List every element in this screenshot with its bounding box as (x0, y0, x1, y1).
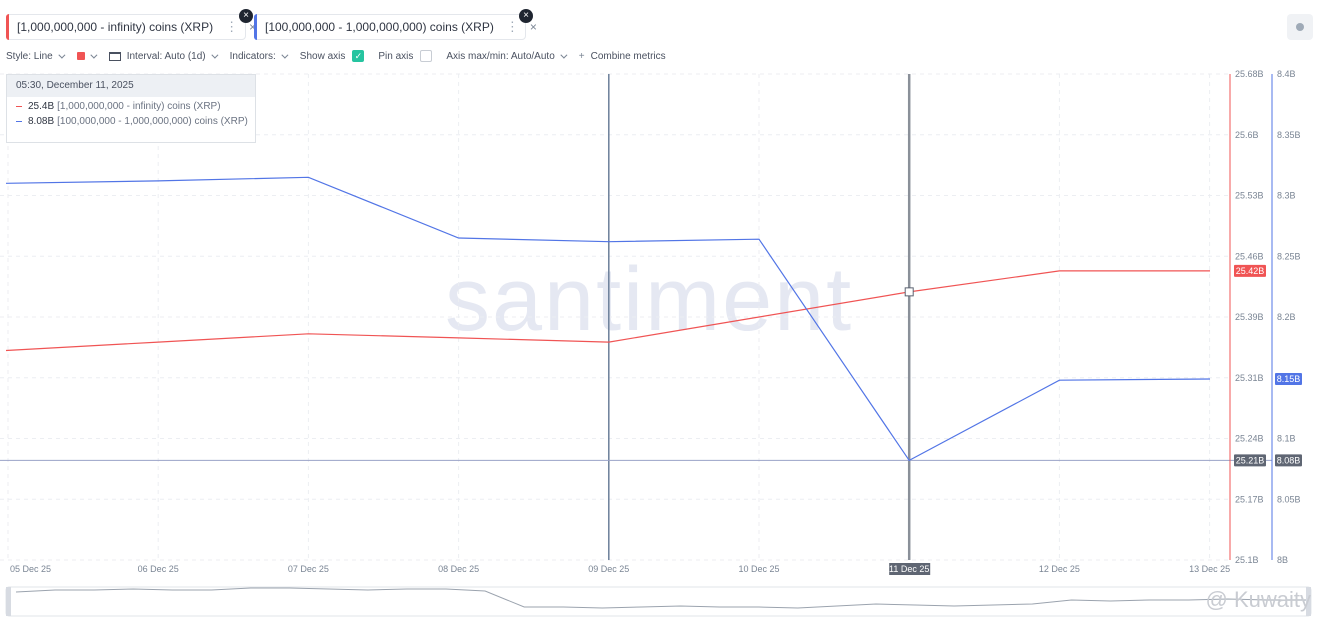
metric-label: [100,000,000 - 1,000,000,000) coins (XRP… (265, 20, 494, 34)
chart-cursors (0, 74, 1272, 560)
x-tick-label: 06 Dec 25 (138, 564, 179, 574)
x-tick-label: 11 Dec 25 (889, 564, 929, 574)
chart-toolbar: Style: Line Interval: Auto (1d) Indicato… (6, 48, 680, 64)
combine-metrics-button[interactable]: + Combine metrics (579, 51, 666, 62)
footer-watermark: @ Kuwaity (1205, 587, 1311, 612)
checkbox-unchecked-icon[interactable] (420, 50, 433, 62)
tooltip-row: 8.08B [100,000,000 - 1,000,000,000) coin… (7, 116, 255, 127)
series-color-dash (16, 106, 22, 107)
x-tick-label: 08 Dec 25 (438, 564, 479, 574)
tooltip-value: 8.08B (28, 116, 55, 127)
series-color-dash (16, 121, 22, 122)
metric-chip-large-holders[interactable]: [1,000,000,000 - infinity) coins (XRP) ⋮… (6, 14, 256, 40)
navigator-line (15, 587, 1306, 609)
x-tick-label: 13 Dec 25 (1189, 564, 1230, 574)
color-picker[interactable] (76, 51, 98, 60)
more-vertical-icon[interactable]: ⋮ (505, 19, 519, 34)
right-axis-badge-last-bg (1275, 372, 1302, 385)
color-swatch (76, 52, 85, 60)
style-label: Style: Line (6, 50, 53, 62)
right-axis-tick-label: 8.25B (1277, 251, 1301, 261)
metric-color-bar (254, 14, 257, 40)
combine-metrics-label: Combine metrics (590, 50, 666, 62)
tooltip-date: 05:30, December 11, 2025 (7, 75, 255, 97)
right-axis-tick-label: 8.2B (1277, 312, 1296, 322)
chart-series (5, 176, 1211, 462)
hover-marker (904, 287, 914, 297)
metric-label: [1,000,000,000 - infinity) coins (XRP) (17, 20, 214, 34)
record-icon (1296, 23, 1304, 31)
left-axis-tick-label: 25.68B (1235, 69, 1264, 79)
left-axis-tick-label: 25.6B (1235, 130, 1259, 140)
chart-navigator (5, 586, 1312, 617)
pin-axis-toggle[interactable]: Pin axis (378, 50, 433, 62)
chart-axes: 25.68B 25.6B 25.53B 25.46B 25.39B 25.31B 25.24… (10, 69, 1302, 575)
chart-grid (0, 73, 1230, 561)
x-tick-label: 07 Dec 25 (288, 564, 329, 574)
right-axis-badge-hover: 8.08B (1277, 455, 1301, 465)
x-tick-highlight (889, 563, 931, 575)
interval-label: Interval: Auto (1d) (126, 50, 206, 62)
show-axis-toggle[interactable]: Show axis ✓ (300, 50, 365, 62)
tooltip-series-name: [1,000,000,000 - infinity) coins (XRP) (57, 101, 221, 112)
right-axis-tick-label: 8.1B (1277, 434, 1296, 444)
left-axis-tick-label: 25.53B (1235, 191, 1264, 201)
right-axis-tick-label: 8.4B (1277, 69, 1296, 79)
metric-color-bar (6, 14, 9, 40)
right-axis-tick-label: 8B (1277, 555, 1288, 565)
calendar-icon (108, 51, 121, 61)
left-axis-tick-label: 25.1B (1235, 555, 1259, 565)
axis-minmax-dropdown[interactable]: Axis max/min: Auto/Auto (446, 50, 568, 62)
right-axis-tick-label: 8.05B (1277, 494, 1301, 504)
close-icon[interactable]: × (239, 9, 253, 23)
x-tick-label: 09 Dec 25 (588, 564, 629, 574)
left-axis-badge-hover: 25.21B (1236, 455, 1265, 465)
navigator-handle-right (1306, 587, 1311, 616)
x-tick-label: 10 Dec 25 (738, 564, 779, 574)
right-axis-badge-last: 8.15B (1277, 374, 1301, 384)
metric-chip-mid-holders[interactable]: [100,000,000 - 1,000,000,000) coins (XRP… (254, 14, 537, 40)
remove-metric-icon[interactable]: × (249, 20, 257, 34)
tooltip-row: 25.4B [1,000,000,000 - infinity) coins (… (7, 101, 255, 112)
more-vertical-icon[interactable]: ⋮ (225, 19, 238, 34)
indicators-dropdown[interactable]: Indicators: (229, 50, 289, 62)
remove-metric-icon[interactable]: × (529, 20, 537, 34)
tooltip-series-name: [100,000,000 - 1,000,000,000) coins (XRP… (57, 116, 248, 127)
right-axis-badge-hover-bg (1275, 454, 1302, 467)
tooltip-value: 25.4B (28, 101, 55, 112)
show-axis-label: Show axis (299, 50, 346, 62)
close-icon[interactable]: × (519, 9, 533, 23)
left-axis-badge-hover-bg (1234, 454, 1266, 467)
left-axis-tick-label: 25.31B (1235, 373, 1264, 383)
left-axis-tick-label: 25.46B (1235, 251, 1264, 261)
pin-axis-label: Pin axis (378, 50, 414, 62)
axis-minmax-label: Axis max/min: Auto/Auto (446, 50, 555, 62)
left-axis-badge-last: 25.42B (1236, 266, 1265, 276)
left-axis-tick-label: 25.24B (1235, 434, 1264, 444)
right-axis-tick-label: 8.3B (1277, 191, 1296, 201)
x-tick-label: 12 Dec 25 (1039, 564, 1080, 574)
right-axis-tick-label: 8.35B (1277, 130, 1301, 140)
indicators-label: Indicators: (229, 50, 276, 62)
left-axis-badge-last-bg (1234, 264, 1266, 277)
navigator-handle-left (6, 587, 11, 616)
plus-icon: + (578, 50, 585, 62)
left-axis-tick-label: 25.39B (1235, 312, 1264, 322)
x-tick-label: 05 Dec 25 (10, 564, 51, 574)
navigator-frame (5, 586, 1312, 617)
chart-tooltip: 05:30, December 11, 2025 25.4B [1,000,00… (6, 74, 256, 143)
chart-watermark: santiment (445, 250, 853, 350)
interval-dropdown[interactable]: Interval: Auto (1d) (108, 50, 219, 62)
style-dropdown[interactable]: Style: Line (6, 50, 66, 62)
left-axis-tick-label: 25.17B (1235, 494, 1264, 504)
settings-button[interactable] (1287, 14, 1313, 40)
checkbox-checked-icon[interactable]: ✓ (352, 50, 365, 62)
